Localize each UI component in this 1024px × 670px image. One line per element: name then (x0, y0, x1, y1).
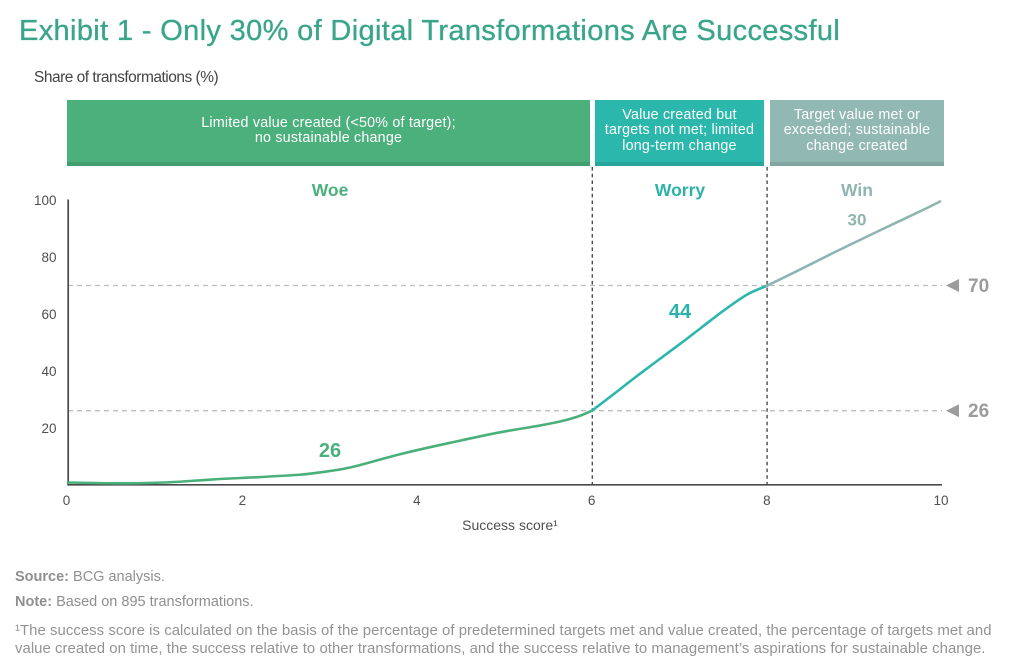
svg-text:70: 70 (968, 276, 989, 297)
svg-text:26: 26 (968, 401, 989, 422)
svg-text:2: 2 (239, 493, 247, 508)
svg-text:60: 60 (41, 307, 56, 322)
svg-text:0: 0 (63, 493, 71, 508)
svg-text:100: 100 (34, 193, 57, 208)
svg-text:44: 44 (669, 301, 692, 323)
svg-text:80: 80 (41, 250, 56, 265)
svg-text:Success score¹: Success score¹ (462, 517, 558, 533)
svg-text:4: 4 (413, 493, 421, 508)
svg-text:20: 20 (41, 421, 56, 436)
svg-text:40: 40 (41, 364, 56, 379)
svg-text:8: 8 (763, 493, 771, 508)
svg-text:30: 30 (848, 211, 867, 230)
svg-text:26: 26 (319, 440, 341, 462)
svg-text:10: 10 (933, 493, 948, 508)
svg-text:6: 6 (588, 493, 596, 508)
